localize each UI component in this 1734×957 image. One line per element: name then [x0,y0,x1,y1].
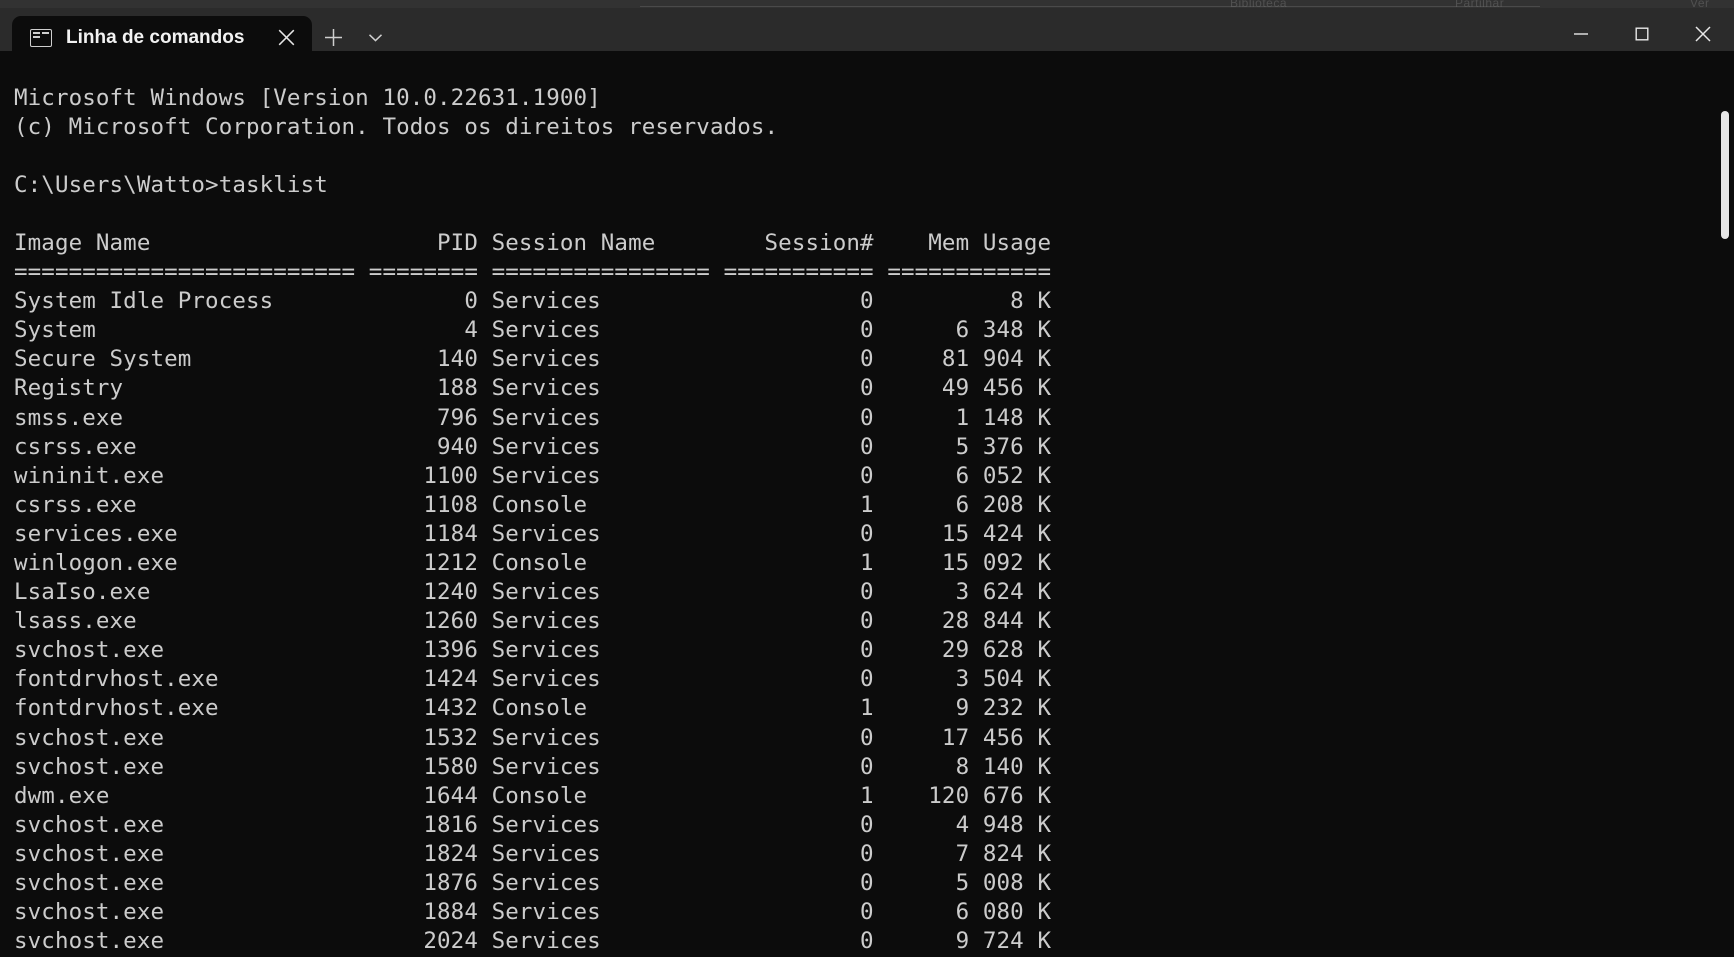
console-line-14: csrss.exe 1108 Console 1 6 208 K [14,491,1052,518]
console-line-6: ========================= ======== =====… [14,259,1052,286]
maximize-button[interactable] [1611,8,1672,59]
console-line-11: smss.exe 796 Services 0 1 148 K [14,404,1052,431]
background-window-divider [640,6,1540,7]
console-line-3: C:\Users\Watto>tasklist [14,171,328,198]
console-line-8: System 4 Services 0 6 348 K [14,317,1052,344]
console-line-24: dwm.exe 1644 Console 1 120 676 K [14,782,1052,809]
console-line-21: fontdrvhost.exe 1432 Console 1 9 232 K [14,695,1052,722]
console-line-23: svchost.exe 1580 Services 0 8 140 K [14,753,1052,780]
console-line-29: svchost.exe 2024 Services 0 9 724 K [14,928,1052,955]
background-window-label-1: Biblioteca [1230,0,1288,10]
console-line-15: services.exe 1184 Services 0 15 424 K [14,520,1052,547]
console-line-9: Secure System 140 Services 0 81 904 K [14,346,1052,373]
close-window-button[interactable] [1672,8,1734,59]
console-line-17: LsaIso.exe 1240 Services 0 3 624 K [14,579,1052,606]
console-line-0: Microsoft Windows [Version 10.0.22631.19… [14,84,601,111]
console-line-4 [14,200,1708,229]
console-line-18: lsass.exe 1260 Services 0 28 844 K [14,608,1052,635]
background-window-label-3: Ver [1690,0,1710,10]
background-window-label-2: Partilhar [1455,0,1505,10]
console-line-2 [14,142,1708,171]
cmd-terminal-icon [30,28,52,47]
console-text: Microsoft Windows [Version 10.0.22631.19… [14,84,1708,957]
console-scrollbar-thumb[interactable] [1721,111,1729,239]
console-line-5: Image Name PID Session Name Session# Mem… [14,229,1052,256]
console-line-16: winlogon.exe 1212 Console 1 15 092 K [14,550,1052,576]
console-line-20: fontdrvhost.exe 1424 Services 0 3 504 K [14,666,1052,693]
console-line-7: System Idle Process 0 Services 0 8 K [14,288,1052,315]
console-line-1: (c) Microsoft Corporation. Todos os dire… [14,113,779,140]
new-tab-button[interactable] [312,16,354,59]
console-line-26: svchost.exe 1824 Services 0 7 824 K [14,840,1052,867]
console-line-19: svchost.exe 1396 Services 0 29 628 K [14,637,1052,664]
title-bar[interactable]: Linha de comandos [0,8,1734,59]
console-line-27: svchost.exe 1876 Services 0 5 008 K [14,870,1052,897]
console-output-area[interactable]: Microsoft Windows [Version 10.0.22631.19… [0,51,1734,957]
console-line-10: Registry 188 Services 0 49 456 K [14,375,1052,402]
console-line-28: svchost.exe 1884 Services 0 6 080 K [14,899,1052,926]
console-line-22: svchost.exe 1532 Services 0 17 456 K [14,724,1052,751]
console-line-13: wininit.exe 1100 Services 0 6 052 K [14,462,1052,489]
background-window-strip[interactable]: Biblioteca Partilhar Ver [0,0,1734,10]
close-tab-icon[interactable] [268,20,304,56]
tab-dropdown-button[interactable] [354,16,396,59]
console-scrollbar[interactable] [1715,51,1734,957]
minimize-button[interactable] [1550,8,1611,59]
window-controls [1550,8,1734,59]
tab-title: Linha de comandos [66,26,245,48]
console-line-12: csrss.exe 940 Services 0 5 376 K [14,433,1052,460]
console-line-25: svchost.exe 1816 Services 0 4 948 K [14,811,1052,838]
